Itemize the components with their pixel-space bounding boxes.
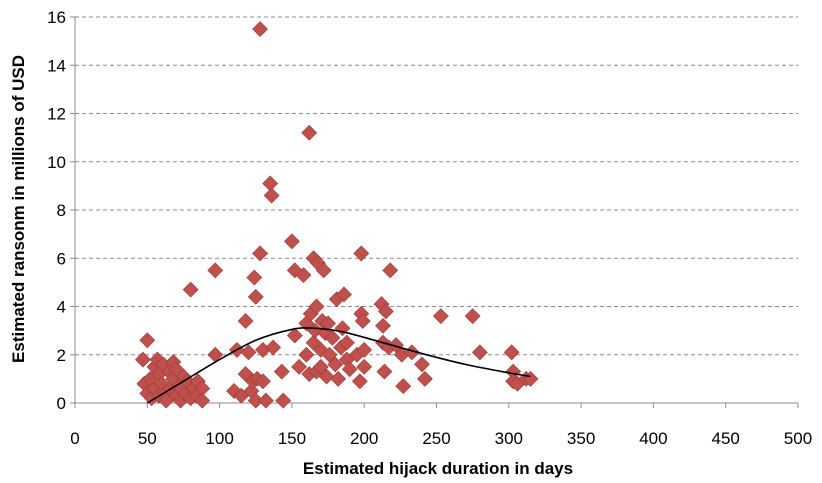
data-point	[330, 370, 347, 387]
data-point	[263, 187, 280, 204]
x-tick-label-0: 0	[70, 429, 79, 448]
data-point	[257, 392, 274, 409]
y-tick-label-6: 6	[57, 249, 66, 268]
x-tick-label-350: 350	[567, 429, 595, 448]
data-point	[273, 363, 290, 380]
x-tick-label-150: 150	[278, 429, 306, 448]
data-point	[298, 346, 315, 363]
y-tick-label-10: 10	[47, 153, 66, 172]
data-point	[395, 378, 412, 395]
grid-lines	[75, 16, 798, 356]
data-point	[262, 175, 279, 192]
y-tick-labels: 0 2 4 6 8 10 12 14 16	[47, 8, 66, 413]
data-point	[353, 245, 370, 262]
data-point	[247, 288, 264, 305]
data-point	[417, 370, 433, 387]
data-point	[240, 344, 257, 361]
x-tick-label-50: 50	[138, 429, 157, 448]
data-point	[207, 346, 224, 363]
x-tick-label-200: 200	[350, 429, 378, 448]
data-point	[135, 351, 151, 368]
x-tick-label-100: 100	[205, 429, 233, 448]
data-point	[308, 298, 325, 315]
x-tick-label-250: 250	[422, 429, 450, 448]
data-point	[356, 342, 373, 358]
data-point	[246, 269, 263, 286]
x-tick-label-300: 300	[495, 429, 523, 448]
y-tick-label-14: 14	[47, 56, 66, 75]
data-point	[351, 373, 368, 390]
data-point	[327, 356, 344, 373]
data-point	[275, 392, 292, 409]
data-point	[237, 313, 254, 329]
data-point	[295, 267, 312, 284]
x-tick-label-400: 400	[639, 429, 667, 448]
data-point	[291, 358, 308, 375]
data-point	[414, 356, 430, 373]
y-axis-title: Estimated ransonm in millions of USD	[9, 55, 28, 363]
y-tick-label-16: 16	[47, 8, 66, 27]
data-point	[283, 233, 300, 250]
y-tick-label-0: 0	[57, 394, 66, 413]
y-tick-label-8: 8	[57, 201, 66, 220]
data-point	[324, 329, 341, 346]
trendline-curve	[146, 327, 531, 404]
data-point	[139, 332, 156, 349]
data-point	[207, 262, 224, 279]
data-point	[341, 361, 358, 378]
data-point	[194, 392, 211, 409]
data-point	[338, 334, 355, 351]
data-point	[315, 262, 332, 279]
data-point	[301, 124, 318, 141]
data-point	[377, 303, 394, 320]
data-point	[354, 313, 371, 329]
data-point	[503, 344, 520, 361]
data-point	[356, 358, 373, 375]
x-tick-label-500: 500	[784, 429, 812, 448]
y-tick-label-12: 12	[47, 105, 66, 124]
data-point	[265, 339, 282, 356]
x-axis-title: Estimated hijack duration in days	[303, 459, 573, 478]
y-tick-label-4: 4	[57, 298, 66, 317]
data-point	[388, 337, 404, 354]
data-point	[432, 308, 449, 325]
x-tick-label-450: 450	[712, 429, 740, 448]
data-point	[471, 344, 488, 361]
data-point	[320, 315, 336, 332]
trendline	[146, 327, 531, 404]
data-point	[182, 281, 199, 298]
data-point	[382, 262, 399, 279]
data-point	[464, 308, 481, 325]
data-point	[321, 346, 338, 363]
data-point	[226, 383, 242, 399]
data-point	[336, 286, 352, 303]
data-point	[375, 317, 391, 334]
data-point	[255, 373, 271, 390]
data-point	[252, 245, 269, 262]
data-point	[252, 21, 269, 37]
y-tick-label-2: 2	[57, 346, 66, 365]
data-point	[286, 262, 303, 279]
data-point	[318, 368, 335, 385]
data-points	[135, 21, 539, 409]
x-tick-labels: 0 50 100 150 200 250 300 350 400 450 500	[70, 429, 812, 448]
data-point	[376, 363, 393, 380]
data-point	[312, 358, 329, 375]
axes	[70, 16, 799, 408]
data-point	[286, 327, 303, 344]
